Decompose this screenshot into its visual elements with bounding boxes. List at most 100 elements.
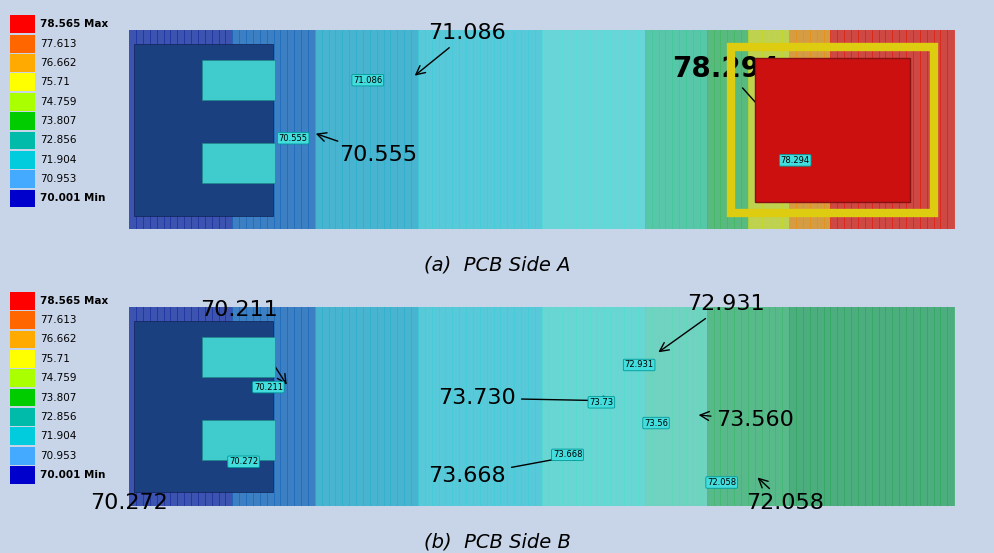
FancyBboxPatch shape [226,30,234,229]
FancyBboxPatch shape [459,307,467,506]
FancyBboxPatch shape [735,307,743,506]
FancyBboxPatch shape [707,30,715,229]
FancyBboxPatch shape [143,30,151,229]
FancyBboxPatch shape [280,307,288,506]
FancyBboxPatch shape [754,307,762,506]
Text: 77.613: 77.613 [40,315,77,325]
Text: 70.211: 70.211 [200,300,286,383]
FancyBboxPatch shape [349,30,357,229]
FancyBboxPatch shape [761,307,769,506]
FancyBboxPatch shape [535,307,543,506]
FancyBboxPatch shape [631,307,639,506]
FancyBboxPatch shape [803,307,811,506]
FancyBboxPatch shape [315,307,323,506]
FancyBboxPatch shape [129,30,137,229]
FancyBboxPatch shape [377,30,385,229]
FancyBboxPatch shape [157,30,165,229]
FancyBboxPatch shape [10,190,35,207]
FancyBboxPatch shape [782,307,790,506]
FancyBboxPatch shape [844,30,852,229]
FancyBboxPatch shape [445,307,453,506]
FancyBboxPatch shape [603,30,611,229]
FancyBboxPatch shape [919,307,927,506]
FancyBboxPatch shape [219,30,227,229]
FancyBboxPatch shape [480,30,488,229]
FancyBboxPatch shape [143,307,151,506]
Text: 73.560: 73.560 [700,410,794,430]
FancyBboxPatch shape [886,307,894,506]
FancyBboxPatch shape [164,307,171,506]
FancyBboxPatch shape [947,30,955,229]
FancyBboxPatch shape [280,30,288,229]
FancyBboxPatch shape [329,307,337,506]
Text: 73.807: 73.807 [40,393,77,403]
FancyBboxPatch shape [570,30,578,229]
FancyBboxPatch shape [10,35,35,53]
FancyBboxPatch shape [342,307,350,506]
FancyBboxPatch shape [301,30,309,229]
FancyBboxPatch shape [652,30,660,229]
FancyBboxPatch shape [563,30,571,229]
FancyBboxPatch shape [747,30,755,229]
FancyBboxPatch shape [226,307,234,506]
Text: 72.058: 72.058 [707,478,737,487]
FancyBboxPatch shape [177,30,185,229]
FancyBboxPatch shape [287,30,295,229]
Text: (b)  PCB Side B: (b) PCB Side B [423,533,571,551]
FancyBboxPatch shape [603,307,611,506]
FancyBboxPatch shape [535,30,543,229]
FancyBboxPatch shape [879,307,887,506]
FancyBboxPatch shape [775,30,783,229]
FancyBboxPatch shape [542,30,550,229]
FancyBboxPatch shape [700,307,708,506]
FancyBboxPatch shape [129,30,954,229]
FancyBboxPatch shape [768,307,776,506]
FancyBboxPatch shape [872,30,880,229]
FancyBboxPatch shape [412,30,419,229]
FancyBboxPatch shape [134,44,273,216]
FancyBboxPatch shape [589,30,597,229]
FancyBboxPatch shape [742,30,749,229]
FancyBboxPatch shape [10,132,35,149]
FancyBboxPatch shape [342,30,350,229]
FancyBboxPatch shape [136,307,144,506]
FancyBboxPatch shape [10,151,35,169]
FancyBboxPatch shape [466,30,474,229]
FancyBboxPatch shape [652,307,660,506]
Text: 72.931: 72.931 [660,294,764,351]
FancyBboxPatch shape [831,307,838,506]
FancyBboxPatch shape [391,30,399,229]
Text: 72.058: 72.058 [746,478,824,513]
Text: 74.759: 74.759 [40,373,77,383]
FancyBboxPatch shape [926,307,934,506]
FancyBboxPatch shape [405,30,413,229]
FancyBboxPatch shape [693,307,701,506]
FancyBboxPatch shape [10,170,35,188]
Text: 74.759: 74.759 [40,97,77,107]
FancyBboxPatch shape [577,307,584,506]
FancyBboxPatch shape [775,307,783,506]
FancyBboxPatch shape [714,307,722,506]
FancyBboxPatch shape [363,30,371,229]
FancyBboxPatch shape [824,30,831,229]
Text: 73.56: 73.56 [644,419,668,427]
Text: 71.086: 71.086 [415,23,506,75]
Text: 75.71: 75.71 [40,354,70,364]
FancyBboxPatch shape [212,307,220,506]
FancyBboxPatch shape [202,143,275,183]
Text: 73.668: 73.668 [553,450,582,460]
FancyBboxPatch shape [129,307,137,506]
Text: 70.272: 70.272 [90,465,235,513]
FancyBboxPatch shape [219,307,227,506]
FancyBboxPatch shape [913,307,920,506]
FancyBboxPatch shape [384,307,392,506]
Text: 73.73: 73.73 [589,398,613,407]
FancyBboxPatch shape [900,30,908,229]
FancyBboxPatch shape [542,307,550,506]
Text: 70.001 Min: 70.001 Min [40,470,105,480]
FancyBboxPatch shape [150,30,158,229]
FancyBboxPatch shape [315,30,323,229]
FancyBboxPatch shape [233,30,241,229]
FancyBboxPatch shape [747,307,755,506]
FancyBboxPatch shape [431,30,439,229]
